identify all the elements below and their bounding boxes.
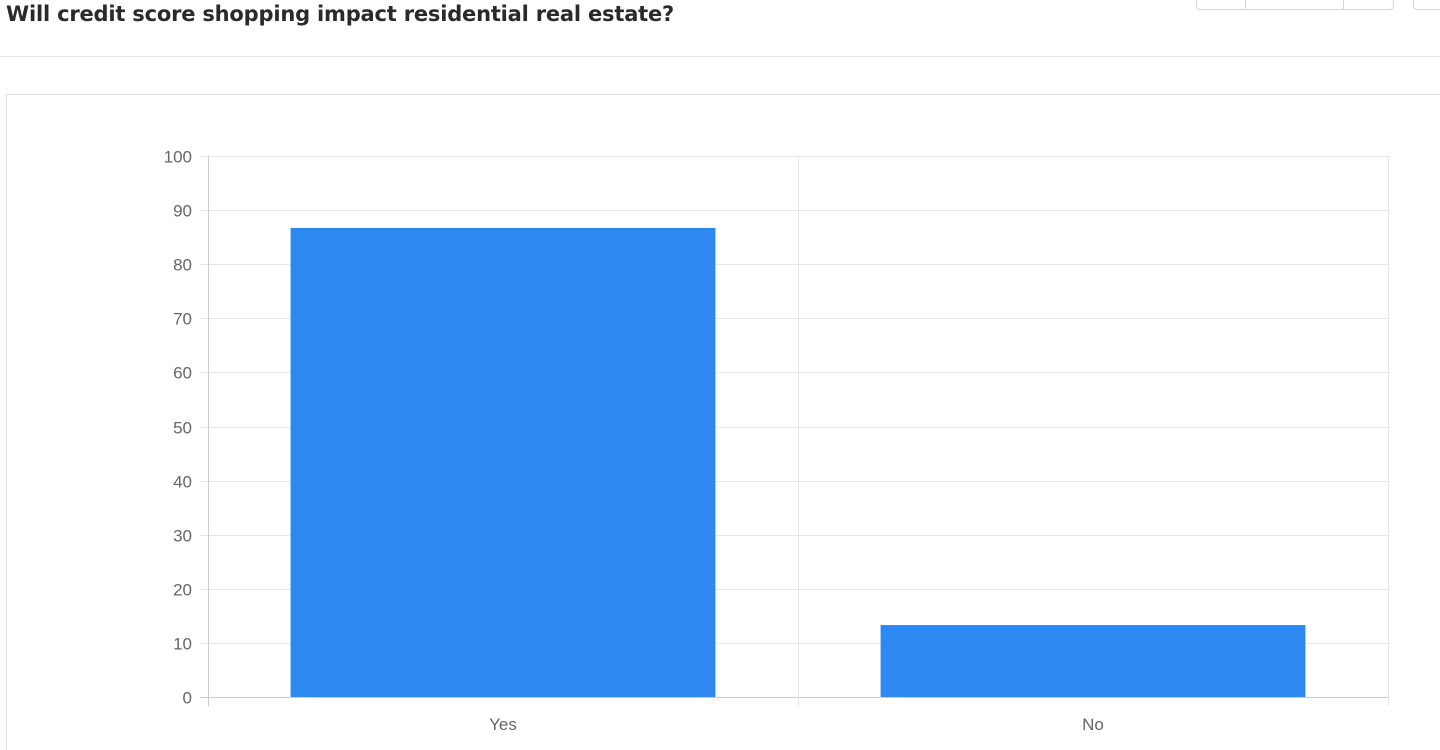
bar-no: [880, 625, 1306, 697]
y-tick-label: 40: [173, 473, 192, 492]
y-tick-label: 80: [173, 256, 192, 275]
toolbar-button-group[interactable]: [1196, 0, 1394, 10]
page-title: Will credit score shopping impact reside…: [6, 2, 675, 26]
y-tick-label: 0: [183, 689, 192, 708]
y-tick-label: 30: [173, 527, 192, 546]
y-tick-label: 70: [173, 310, 192, 329]
toolbar-button[interactable]: [1197, 0, 1246, 9]
y-tick-label: 90: [173, 202, 192, 221]
x-tick-label: No: [1082, 715, 1104, 734]
y-tick-label: 20: [173, 581, 192, 600]
bar-yes: [290, 227, 716, 697]
y-tick-label: 60: [173, 364, 192, 383]
x-tick-label: Yes: [489, 715, 517, 734]
y-tick-label: 50: [173, 419, 192, 438]
toolbar-button[interactable]: [1246, 0, 1344, 9]
toolbar-button[interactable]: [1413, 0, 1440, 10]
y-tick-label: 10: [173, 635, 192, 654]
page-header: Will credit score shopping impact reside…: [0, 0, 1440, 57]
y-tick-label: 100: [164, 148, 192, 167]
